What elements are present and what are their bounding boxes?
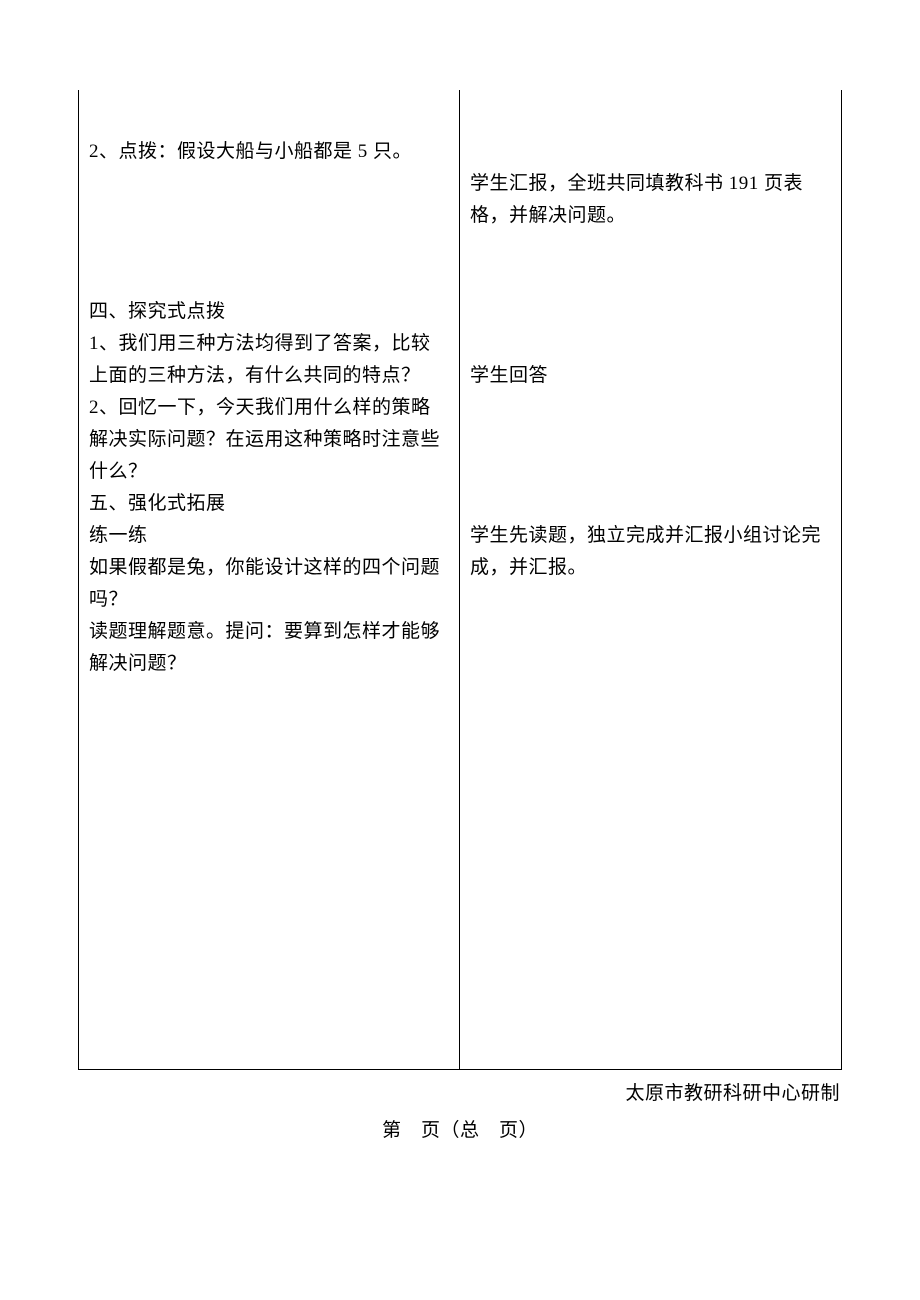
left-block-2-line-3: 2、回忆一下，今天我们用什么样的策略解决实际问题？在运用这种策略时注意些什么？ [89, 392, 449, 488]
right-block-3: 学生先读题，独立完成并汇报小组讨论完成，并汇报。 [470, 520, 831, 584]
spacer [89, 264, 449, 296]
left-block-3-line-2: 练一练 [89, 520, 449, 552]
left-block-3-line-4: 读题理解题意。提问：要算到怎样才能够解决问题？ [89, 616, 449, 680]
left-block-3-line-1: 五、强化式拓展 [89, 488, 449, 520]
spacer [470, 104, 831, 136]
spacer [89, 168, 449, 264]
left-block-2-line-1: 四、探究式点拨 [89, 296, 449, 328]
page-container: 2、点拨：假设大船与小船都是 5 只。 四、探究式点拨 1、我们用三种方法均得到… [0, 0, 920, 1142]
right-block-2: 学生回答 [470, 360, 831, 392]
spacer [470, 232, 831, 328]
right-block-1: 学生汇报，全班共同填教科书 191 页表格，并解决问题。 [470, 168, 831, 232]
right-column: 学生汇报，全班共同填教科书 191 页表格，并解决问题。 学生回答 学生先读题，… [460, 90, 841, 1069]
spacer [470, 136, 831, 168]
spacer [470, 488, 831, 520]
spacer [470, 328, 831, 360]
left-block-1: 2、点拨：假设大船与小船都是 5 只。 [89, 136, 449, 168]
left-block-2-line-2: 1、我们用三种方法均得到了答案，比较上面的三种方法，有什么共同的特点？ [89, 328, 449, 392]
table-row: 2、点拨：假设大船与小船都是 5 只。 四、探究式点拨 1、我们用三种方法均得到… [79, 90, 841, 1069]
left-block-3-line-3: 如果假都是兔，你能设计这样的四个问题吗？ [89, 552, 449, 616]
footer-institution: 太原市教研科研中心研制 [78, 1078, 842, 1105]
spacer [89, 104, 449, 136]
spacer [470, 392, 831, 488]
footer-page-number: 第 页（总 页） [78, 1115, 842, 1142]
left-column: 2、点拨：假设大船与小船都是 5 只。 四、探究式点拨 1、我们用三种方法均得到… [79, 90, 460, 1069]
content-table: 2、点拨：假设大船与小船都是 5 只。 四、探究式点拨 1、我们用三种方法均得到… [78, 90, 842, 1070]
